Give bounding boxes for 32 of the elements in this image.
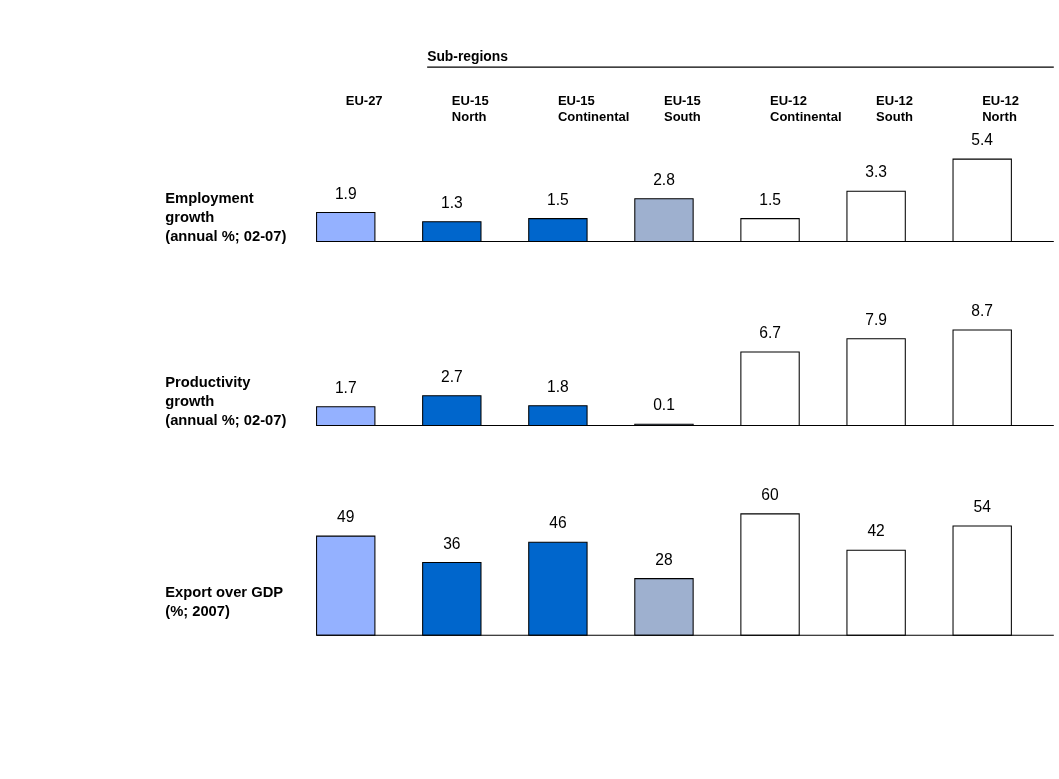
y-axis-title: Productivity growth (annual %; 02-07)	[165, 373, 287, 428]
data-label: 36	[443, 534, 461, 552]
data-label: 28	[655, 550, 673, 568]
data-label: 60	[761, 485, 780, 503]
data-label: 1.8	[547, 377, 569, 395]
data-label: 2.8	[653, 170, 675, 188]
x-tick-label: EU-12 Continental	[770, 92, 842, 124]
x-tick-label: EU-27	[345, 92, 383, 108]
data-label: 8.7	[971, 302, 994, 320]
data-label: 1.9	[334, 184, 357, 202]
data-label: 1.7	[334, 378, 357, 396]
data-label: 0.1	[653, 396, 675, 414]
data-label: 6.7	[759, 324, 781, 342]
data-label: 1.3	[440, 193, 463, 211]
data-label: 1.5	[547, 190, 570, 208]
data-label: 42	[867, 522, 885, 540]
data-label: 2.7	[440, 367, 463, 385]
x-tick-label: EU-12 South	[876, 92, 913, 124]
data-label: 1.5	[759, 190, 782, 208]
data-label: 54	[973, 498, 992, 516]
data-label: 49	[337, 508, 355, 526]
data-label: 46	[549, 514, 567, 532]
x-tick-label: EU-15 North	[451, 92, 489, 124]
y-axis-title: Employment growth (annual %; 02-07)	[165, 189, 287, 245]
data-label: 3.3	[865, 163, 887, 181]
y-axis-title: Export over GDP (%; 2007)	[165, 583, 284, 619]
data-label: 5.4	[971, 131, 994, 149]
x-tick-label: EU-12 North	[982, 92, 1020, 124]
text: Sub-regions	[427, 48, 509, 65]
data-label: 7.9	[865, 310, 887, 328]
x-tick-label: EU-15 South	[663, 92, 701, 124]
x-tick-label: EU-15 Continental	[557, 92, 630, 124]
